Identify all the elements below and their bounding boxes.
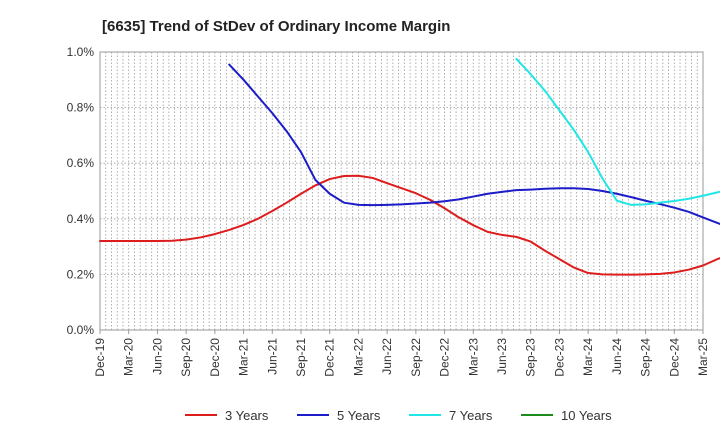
x-tick-label: Sep-23 — [524, 338, 538, 377]
plot-frame — [99, 51, 704, 331]
x-tick-label: Jun-22 — [380, 338, 394, 375]
x-tick-label: Jun-24 — [610, 338, 624, 375]
y-tick-label: 0.6% — [67, 156, 95, 170]
x-axis: Dec-19 Mar-20 Jun-20 Sep-20 Dec-20 Mar-21 Jun-… — [93, 330, 710, 377]
x-tick-label: Jun-20 — [150, 338, 164, 375]
x-tick-label: Dec-20 — [208, 338, 222, 377]
x-tick-label: Mar-20 — [122, 338, 136, 376]
plot-area — [99, 51, 704, 331]
legend-label: 3 Years — [225, 408, 269, 423]
x-tick-label: Dec-23 — [552, 338, 566, 377]
legend-label: 7 Years — [449, 408, 493, 423]
x-tick-label: Dec-21 — [323, 338, 337, 377]
x-tick-label: Mar-23 — [466, 338, 480, 376]
series-line-5-years — [228, 63, 720, 226]
y-tick-label: 0.2% — [67, 267, 95, 281]
y-tick-label: 0.4% — [67, 212, 95, 226]
chart-title: [6635] Trend of StDev of Ordinary Income… — [102, 18, 450, 35]
x-tick-label: Mar-21 — [237, 338, 251, 376]
y-tick-label: 0.0% — [67, 323, 95, 337]
series-line-3-years — [99, 174, 720, 276]
x-tick-label: Sep-20 — [179, 338, 193, 377]
x-tick-label: Dec-24 — [667, 338, 681, 377]
x-tick-label: Mar-25 — [696, 338, 710, 376]
legend-label: 10 Years — [561, 408, 612, 423]
x-tick-label: Dec-22 — [438, 338, 452, 377]
x-tick-label: Mar-22 — [351, 338, 365, 376]
x-tick-label: Sep-21 — [294, 338, 308, 377]
y-tick-label: 0.8% — [67, 101, 95, 115]
x-tick-label: Jun-21 — [265, 338, 279, 375]
x-tick-label: Sep-22 — [409, 338, 423, 377]
x-tick-label: Jun-23 — [495, 338, 509, 375]
legend: 3 Years 5 Years 7 Years 10 Years — [185, 408, 612, 423]
x-tick-label: Sep-24 — [639, 338, 653, 377]
x-tick-label: Mar-24 — [581, 338, 595, 376]
x-tick-label: Dec-19 — [93, 338, 107, 377]
y-tick-label: 1.0% — [67, 45, 95, 59]
y-axis: 0.0% 0.2% 0.4% 0.6% 0.8% 1.0% — [67, 45, 95, 337]
legend-label: 5 Years — [337, 408, 381, 423]
